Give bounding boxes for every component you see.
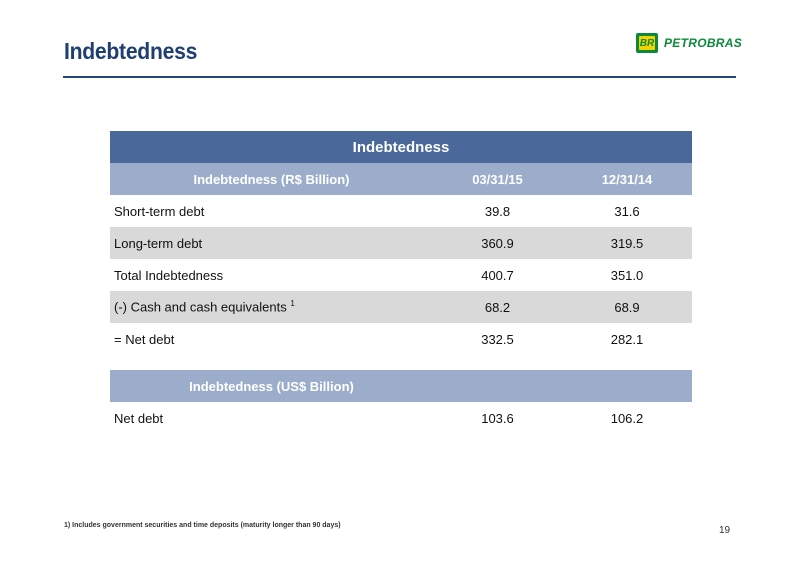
table-row: Short-term debt 39.8 31.6 (110, 195, 692, 227)
footnote-marker: 1 (290, 299, 295, 309)
slide-title: Indebtedness (64, 38, 198, 64)
row-label: (-) Cash and cash equivalents (114, 299, 287, 315)
table-row: Total Indebtedness 400.7 351.0 (110, 259, 692, 291)
row-label: = Net debt (114, 331, 175, 347)
footnote: 1) Includes government securities and ti… (64, 522, 341, 529)
row-label: Long-term debt (114, 235, 203, 251)
row-label: Net debt (114, 410, 164, 426)
title-divider (63, 76, 736, 78)
row-value-1: 332.5 (481, 331, 514, 347)
row-value-2: 351.0 (610, 267, 644, 283)
table-row: = Net debt 332.5 282.1 (110, 323, 692, 355)
page-number: 19 (719, 525, 731, 536)
petrobras-logo: BR PETROBRAS (636, 32, 742, 54)
row-value-1: 360.9 (481, 235, 514, 251)
column-header-1: 03/31/15 (472, 171, 523, 187)
table-row: (-) Cash and cash equivalents 1 68.2 68.… (110, 291, 692, 323)
brl-header-label: Indebtedness (R$ Billion) (193, 171, 350, 187)
row-label: Short-term debt (114, 203, 205, 219)
row-label: Total Indebtedness (114, 267, 224, 283)
row-value-2: 31.6 (614, 203, 640, 219)
row-value-2: 319.5 (610, 235, 644, 251)
row-value-1: 400.7 (481, 267, 514, 283)
usd-header-label: Indebtedness (US$ Billion) (189, 378, 354, 394)
row-value-1: 68.2 (484, 299, 511, 315)
row-value-2: 282.1 (610, 331, 644, 347)
indebtedness-table: Indebtedness Indebtedness (R$ Billion) 0… (110, 131, 692, 434)
table-row: Net debt 103.6 106.2 (110, 402, 692, 434)
table-title: Indebtedness (110, 131, 692, 163)
logo-mark-text: BR (639, 37, 655, 49)
usd-header-row: Indebtedness (US$ Billion) (110, 370, 692, 402)
column-header-2: 12/31/14 (601, 171, 653, 187)
section-gap (110, 355, 692, 370)
row-value-1: 103.6 (481, 410, 514, 426)
row-value-2: 68.9 (614, 299, 640, 315)
br-logo-icon: BR (636, 33, 658, 53)
row-value-2: 106.2 (610, 410, 644, 426)
table-row: Long-term debt 360.9 319.5 (110, 227, 692, 259)
brl-header-row: Indebtedness (R$ Billion) 03/31/15 12/31… (110, 163, 692, 195)
logo-text: PETROBRAS (664, 36, 743, 50)
row-value-1: 39.8 (484, 203, 511, 219)
row-label-with-footnote: (-) Cash and cash equivalents 1 (110, 299, 433, 314)
